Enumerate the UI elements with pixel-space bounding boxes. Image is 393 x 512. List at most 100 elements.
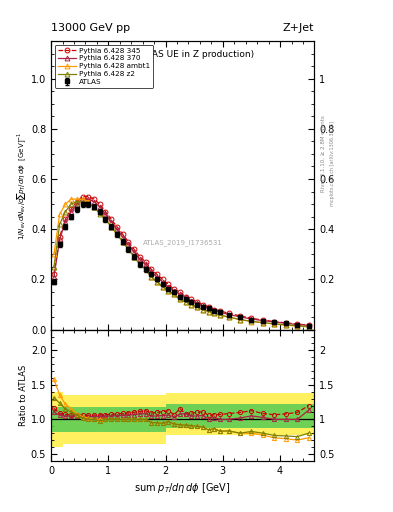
Pythia 6.428 370 xyxy=(306,322,311,328)
Pythia 6.428 ambt1 xyxy=(283,322,288,328)
Bar xyxy=(149,407,154,432)
Pythia 6.428 ambt1 xyxy=(160,284,165,290)
Pythia 6.428 370 xyxy=(249,316,254,322)
Y-axis label: $1/N_{\rm ev}\,dN_{\rm ev}/d\!\sum\! p_T/d\eta\,d\phi$  [GeV]$^{-1}$: $1/N_{\rm ev}\,dN_{\rm ev}/d\!\sum\! p_T… xyxy=(15,131,28,240)
Bar xyxy=(183,393,189,435)
Pythia 6.428 z2 xyxy=(69,201,73,207)
Text: Z+Jet: Z+Jet xyxy=(283,23,314,33)
Pythia 6.428 345 xyxy=(249,315,254,322)
Bar xyxy=(68,395,74,443)
Pythia 6.428 345 xyxy=(63,216,68,222)
Bar xyxy=(131,395,137,443)
Pythia 6.428 ambt1 xyxy=(206,308,211,314)
Pythia 6.428 370 xyxy=(189,297,194,304)
Pythia 6.428 345 xyxy=(120,231,125,237)
Pythia 6.428 z2 xyxy=(206,308,211,314)
Pythia 6.428 ambt1 xyxy=(97,208,102,215)
Bar xyxy=(160,395,165,443)
Pythia 6.428 370 xyxy=(283,320,288,326)
Pythia 6.428 345 xyxy=(69,206,73,212)
Bar xyxy=(154,407,160,432)
Pythia 6.428 z2 xyxy=(166,288,171,294)
Pythia 6.428 z2 xyxy=(189,302,194,308)
Bar xyxy=(103,395,108,443)
Pythia 6.428 z2 xyxy=(97,211,102,217)
Pythia 6.428 345 xyxy=(272,318,277,325)
Pythia 6.428 z2 xyxy=(160,284,165,290)
Pythia 6.428 z2 xyxy=(249,318,254,325)
Bar xyxy=(137,395,143,443)
Pythia 6.428 345 xyxy=(138,254,142,260)
Pythia 6.428 ambt1 xyxy=(218,312,222,318)
Pythia 6.428 z2 xyxy=(183,299,188,305)
Bar xyxy=(154,395,160,443)
Pythia 6.428 ambt1 xyxy=(238,316,242,323)
Pythia 6.428 370 xyxy=(92,199,96,205)
Bar xyxy=(211,404,217,428)
Pythia 6.428 z2 xyxy=(306,324,311,330)
Pythia 6.428 z2 xyxy=(132,254,136,260)
Pythia 6.428 z2 xyxy=(109,224,114,230)
Bar xyxy=(217,404,223,428)
Pythia 6.428 345 xyxy=(126,239,131,245)
Bar xyxy=(246,404,257,428)
Pythia 6.428 345 xyxy=(178,289,182,295)
Bar xyxy=(171,393,177,435)
Bar xyxy=(91,395,97,443)
Bar xyxy=(80,395,85,443)
Bar xyxy=(200,393,206,435)
Pythia 6.428 345 xyxy=(51,271,56,278)
Bar xyxy=(68,407,74,432)
Pythia 6.428 z2 xyxy=(212,310,217,316)
Line: Pythia 6.428 ambt1: Pythia 6.428 ambt1 xyxy=(51,197,311,329)
Bar xyxy=(57,407,62,432)
Pythia 6.428 ambt1 xyxy=(189,302,194,308)
Bar xyxy=(189,404,194,428)
Pythia 6.428 ambt1 xyxy=(86,199,91,205)
X-axis label: sum $p_T/d\eta\,d\phi$ [GeV]: sum $p_T/d\eta\,d\phi$ [GeV] xyxy=(134,481,231,495)
Bar xyxy=(292,393,303,435)
Pythia 6.428 ambt1 xyxy=(51,251,56,258)
Pythia 6.428 345 xyxy=(109,216,114,222)
Pythia 6.428 345 xyxy=(206,304,211,310)
Text: Rivet 3.1.10, ≥ 2.8M events: Rivet 3.1.10, ≥ 2.8M events xyxy=(320,115,325,192)
Pythia 6.428 370 xyxy=(80,196,85,202)
Pythia 6.428 z2 xyxy=(195,304,199,310)
Bar xyxy=(85,395,91,443)
Pythia 6.428 ambt1 xyxy=(249,318,254,325)
Bar xyxy=(160,407,165,432)
Pythia 6.428 345 xyxy=(212,307,217,313)
Pythia 6.428 ambt1 xyxy=(166,288,171,294)
Pythia 6.428 z2 xyxy=(75,199,79,205)
Pythia 6.428 z2 xyxy=(172,291,176,297)
Bar xyxy=(303,393,314,435)
Line: Pythia 6.428 345: Pythia 6.428 345 xyxy=(51,194,311,328)
Pythia 6.428 370 xyxy=(51,274,56,280)
Pythia 6.428 z2 xyxy=(126,246,131,252)
Bar xyxy=(114,407,120,432)
Pythia 6.428 370 xyxy=(149,269,154,275)
Bar xyxy=(74,407,80,432)
Pythia 6.428 370 xyxy=(75,201,79,207)
Bar xyxy=(268,393,280,435)
Pythia 6.428 345 xyxy=(261,317,265,323)
Pythia 6.428 ambt1 xyxy=(92,204,96,210)
Bar xyxy=(165,404,171,428)
Bar xyxy=(280,393,292,435)
Bar xyxy=(189,393,194,435)
Pythia 6.428 345 xyxy=(97,201,102,207)
Pythia 6.428 z2 xyxy=(226,314,231,320)
Pythia 6.428 ambt1 xyxy=(138,261,142,267)
Line: Pythia 6.428 370: Pythia 6.428 370 xyxy=(51,197,311,328)
Pythia 6.428 ambt1 xyxy=(143,266,148,272)
Pythia 6.428 345 xyxy=(132,246,136,252)
Pythia 6.428 ambt1 xyxy=(69,196,73,202)
Pythia 6.428 370 xyxy=(115,226,119,232)
Pythia 6.428 z2 xyxy=(120,239,125,245)
Pythia 6.428 ambt1 xyxy=(272,321,277,327)
Pythia 6.428 370 xyxy=(69,208,73,215)
Bar xyxy=(80,407,85,432)
Bar xyxy=(257,404,268,428)
Pythia 6.428 370 xyxy=(218,309,222,315)
Bar xyxy=(177,404,183,428)
